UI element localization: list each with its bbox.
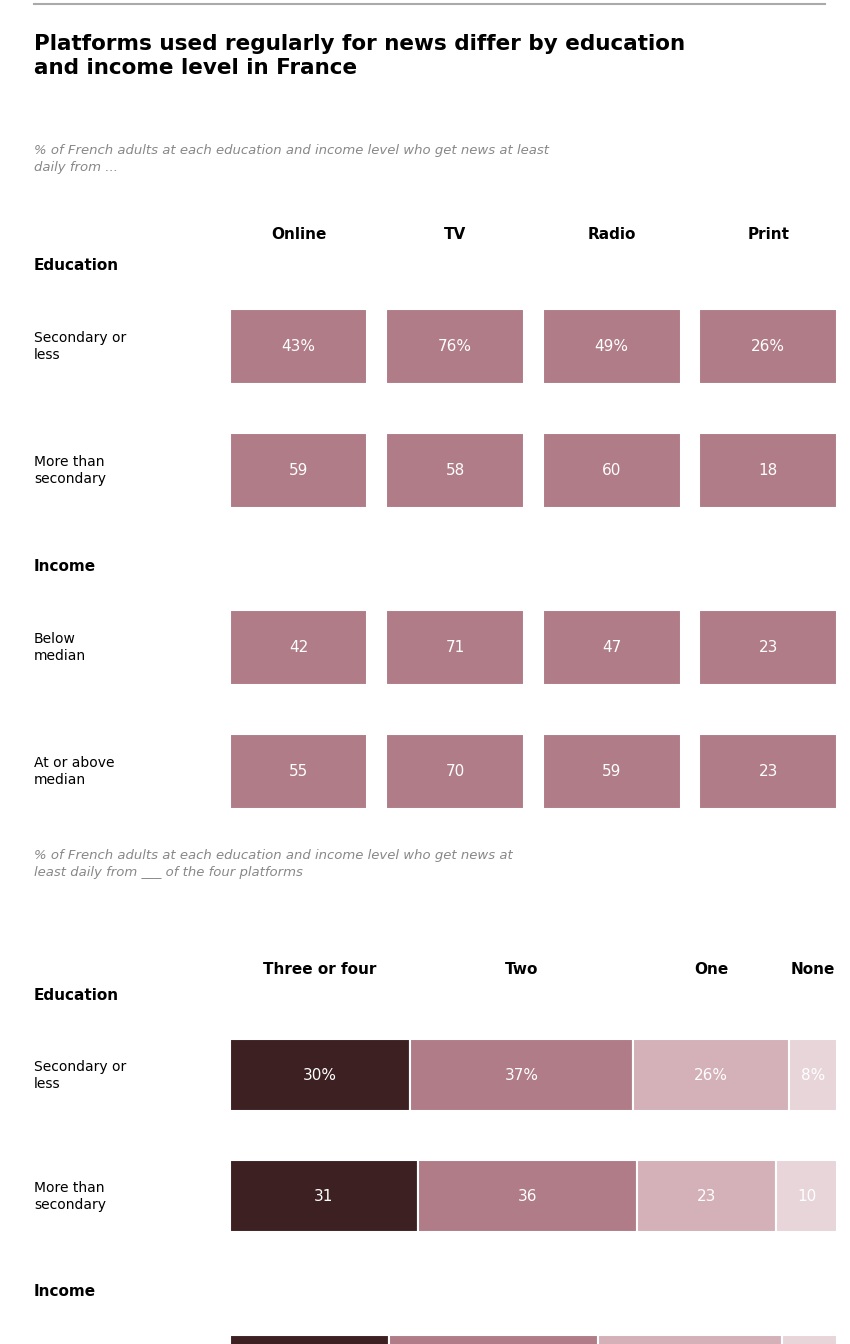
Text: Education: Education <box>34 258 119 273</box>
Text: 18: 18 <box>759 462 778 478</box>
Text: 36: 36 <box>518 1188 537 1204</box>
Text: 30%: 30% <box>303 1067 337 1083</box>
FancyBboxPatch shape <box>386 309 524 384</box>
Text: 26%: 26% <box>751 339 785 355</box>
Text: Print: Print <box>747 227 790 242</box>
Text: More than
secondary: More than secondary <box>34 454 106 487</box>
Text: 71: 71 <box>445 640 465 656</box>
Text: 58: 58 <box>445 462 465 478</box>
Text: None: None <box>791 962 836 977</box>
Text: 47: 47 <box>602 640 621 656</box>
Text: At or above
median: At or above median <box>34 755 115 788</box>
Text: One: One <box>694 962 728 977</box>
FancyBboxPatch shape <box>700 309 837 384</box>
Text: 37%: 37% <box>504 1067 538 1083</box>
FancyBboxPatch shape <box>230 1039 410 1111</box>
Text: 59: 59 <box>289 462 309 478</box>
Text: Radio: Radio <box>587 227 636 242</box>
Text: Two: Two <box>505 962 538 977</box>
Text: 23: 23 <box>758 763 778 780</box>
Text: 26%: 26% <box>694 1067 728 1083</box>
Text: Platforms used regularly for news differ by education
and income level in France: Platforms used regularly for news differ… <box>34 34 685 78</box>
Text: TV: TV <box>444 227 466 242</box>
FancyBboxPatch shape <box>389 1335 598 1344</box>
Text: 10: 10 <box>797 1188 817 1204</box>
FancyBboxPatch shape <box>230 610 367 685</box>
FancyBboxPatch shape <box>230 1160 418 1232</box>
FancyBboxPatch shape <box>542 734 681 809</box>
FancyBboxPatch shape <box>637 1160 777 1232</box>
Text: 76%: 76% <box>438 339 472 355</box>
FancyBboxPatch shape <box>230 734 367 809</box>
FancyBboxPatch shape <box>542 433 681 508</box>
Text: Income: Income <box>34 1284 96 1298</box>
Text: 59: 59 <box>602 763 621 780</box>
Text: 60: 60 <box>602 462 621 478</box>
Text: 23: 23 <box>758 640 778 656</box>
Text: % of French adults at each education and income level who get news at
least dail: % of French adults at each education and… <box>34 849 513 879</box>
Text: Secondary or
less: Secondary or less <box>34 331 127 363</box>
Text: Income: Income <box>34 559 96 574</box>
Text: Secondary or
less: Secondary or less <box>34 1059 127 1091</box>
FancyBboxPatch shape <box>230 433 367 508</box>
FancyBboxPatch shape <box>542 309 681 384</box>
FancyBboxPatch shape <box>777 1160 837 1232</box>
Text: % of French adults at each education and income level who get news at least
dail: % of French adults at each education and… <box>34 144 549 173</box>
FancyBboxPatch shape <box>410 1039 632 1111</box>
Text: 8%: 8% <box>801 1067 825 1083</box>
FancyBboxPatch shape <box>386 734 524 809</box>
FancyBboxPatch shape <box>700 734 837 809</box>
FancyBboxPatch shape <box>542 610 681 685</box>
Text: More than
secondary: More than secondary <box>34 1180 106 1212</box>
FancyBboxPatch shape <box>230 309 367 384</box>
FancyBboxPatch shape <box>386 610 524 685</box>
FancyBboxPatch shape <box>632 1039 789 1111</box>
FancyBboxPatch shape <box>782 1335 837 1344</box>
Text: 31: 31 <box>314 1188 333 1204</box>
Text: Education: Education <box>34 988 119 1003</box>
FancyBboxPatch shape <box>598 1335 782 1344</box>
Text: 43%: 43% <box>281 339 315 355</box>
FancyBboxPatch shape <box>789 1039 837 1111</box>
Text: 49%: 49% <box>595 339 629 355</box>
FancyBboxPatch shape <box>700 433 837 508</box>
Text: 23: 23 <box>697 1188 717 1204</box>
FancyBboxPatch shape <box>230 1335 389 1344</box>
Text: Three or four: Three or four <box>263 962 377 977</box>
Text: 55: 55 <box>289 763 308 780</box>
FancyBboxPatch shape <box>418 1160 637 1232</box>
FancyBboxPatch shape <box>700 610 837 685</box>
Text: Online: Online <box>271 227 326 242</box>
Text: 42: 42 <box>289 640 308 656</box>
Text: Below
median: Below median <box>34 632 86 664</box>
Text: 70: 70 <box>445 763 465 780</box>
FancyBboxPatch shape <box>386 433 524 508</box>
